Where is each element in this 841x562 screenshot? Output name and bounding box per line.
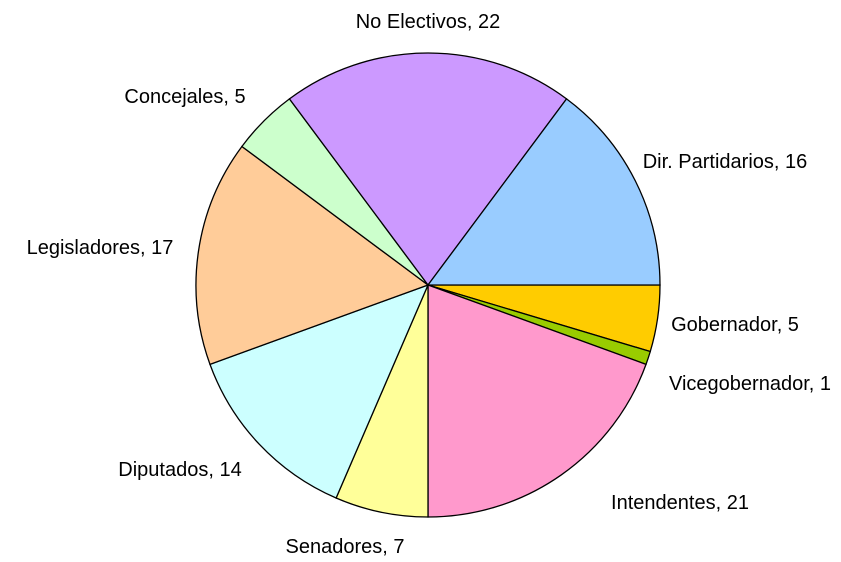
slice-label: Concejales, 5 — [124, 86, 246, 108]
pie-slice — [426, 97, 661, 286]
pie-slice — [209, 283, 430, 499]
pie-slice — [288, 52, 568, 287]
slice-label: No Electivos, 22 — [355, 11, 501, 33]
pie-slice — [427, 284, 647, 518]
slice-label: Senadores, 7 — [285, 536, 405, 558]
slice-label: Intendentes, 21 — [611, 492, 749, 514]
slice-label: Diputados, 14 — [118, 459, 242, 481]
slice-label: Dir. Partidarios, 16 — [642, 151, 808, 173]
slice-label: Vicegobernador, 1 — [669, 373, 831, 395]
pie-slice — [195, 145, 430, 366]
slice-label: Legisladores, 17 — [26, 237, 174, 259]
slice-label: Gobernador, 5 — [671, 314, 799, 336]
